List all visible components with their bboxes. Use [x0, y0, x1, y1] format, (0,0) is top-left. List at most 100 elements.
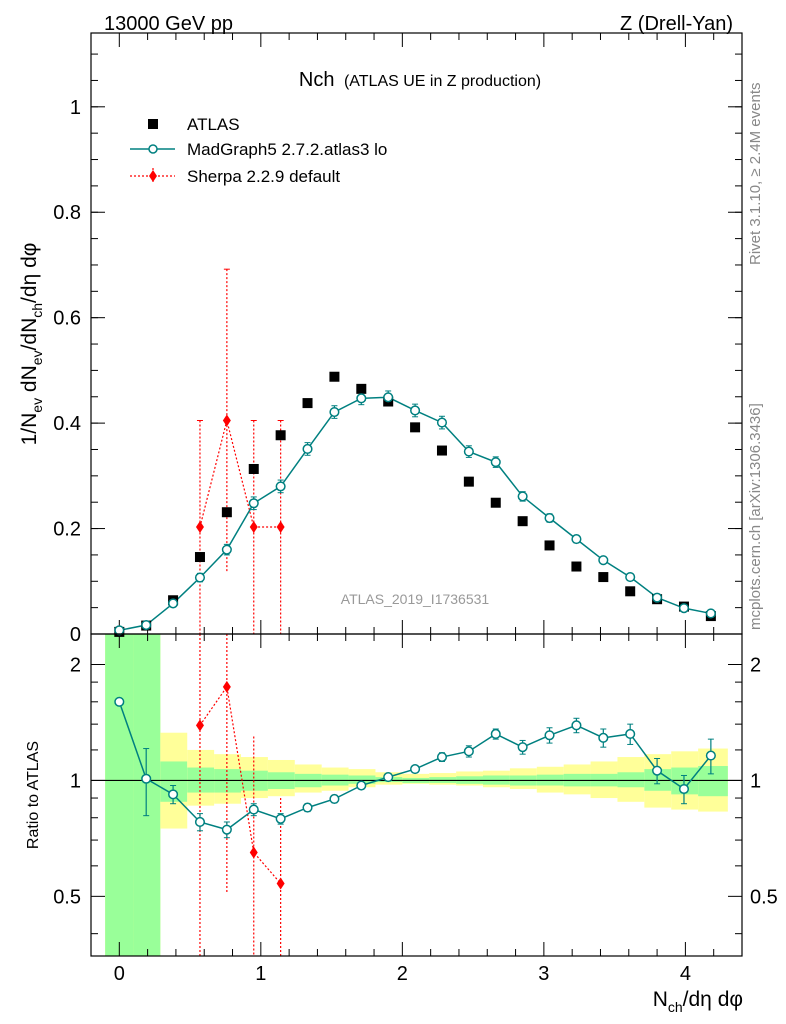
ratio-y-tick-label-right: 1 [750, 770, 761, 792]
ratio-sherpa-point [222, 680, 231, 693]
atlas-point [463, 476, 474, 487]
ratio-madgraph-point [194, 816, 206, 828]
ratio-madgraph-point [248, 804, 259, 815]
sherpa-line [199, 420, 281, 528]
analysis-watermark: ATLAS_2019_I1736531 [341, 591, 490, 607]
legend-sherpa-marker [149, 170, 157, 182]
ratio-stat-band-bin [105, 634, 134, 956]
atlas-point [436, 445, 447, 456]
madgraph-point [463, 446, 474, 457]
ratio-panel-frame [90, 633, 743, 957]
madgraph-point [141, 619, 152, 631]
ratio-madgraph-point [114, 696, 125, 707]
ratio-madgraph-point [168, 789, 179, 800]
atlas-point [571, 561, 582, 572]
ratio-y-tick-label: 2 [70, 654, 81, 676]
sherpa-point [222, 414, 231, 427]
madgraph-point [356, 393, 367, 404]
ratio-y-tick-label: 0.5 [53, 886, 81, 908]
ratio-madgraph-point [705, 750, 716, 761]
ratio-madgraph-point [275, 813, 286, 824]
x-tick-label: 0 [114, 963, 125, 985]
ratio-y-tick-label: 1 [70, 770, 81, 792]
legend-madgraph-marker [148, 144, 158, 154]
madgraph-point [194, 572, 206, 583]
madgraph-point [571, 534, 582, 545]
atlas-point [275, 430, 286, 441]
main-y-tick-label: 0.4 [53, 413, 81, 435]
svg-text:Nch/dη dφ: Nch/dη dφ [653, 988, 743, 1015]
madgraph-point [248, 498, 259, 509]
ratio-madgraph-point [463, 746, 474, 757]
ratio-madgraph-point [141, 773, 152, 784]
ratio-madgraph-point [329, 793, 340, 805]
header-process: 13000 GeV pp [104, 13, 233, 35]
legend-atlas-marker [148, 119, 158, 129]
ratio-y-tick-label-right: 0.5 [750, 886, 778, 908]
main-y-axis-label: 1/Nev dNev/dNch/dη dφ [18, 243, 45, 446]
rivet-label: Rivet 3.1.10, ≥ 2.4M events [747, 83, 764, 266]
atlas-point [598, 572, 609, 583]
x-axis-label: Nch/dη dφ [653, 988, 743, 1015]
ratio-uncertainty-bands [91, 634, 742, 956]
main-data-marks [114, 268, 716, 637]
madgraph-point [436, 417, 448, 428]
ratio-madgraph-point [490, 728, 501, 740]
ratio-madgraph-point [356, 780, 367, 791]
ratio-stat-band-bin [698, 766, 728, 797]
atlas-point [490, 497, 501, 508]
madgraph-point [383, 392, 394, 403]
madgraph-point [410, 405, 421, 416]
sherpa-point [276, 520, 285, 533]
madgraph-point [275, 481, 286, 492]
ratio-axis-ticks: 0 1 2 3 4 0.5 0.5 1 1 2 2 [53, 634, 778, 985]
mcplots-label: mcplots.cern.ch [arXiv:1306.3436] [747, 403, 764, 630]
main-y-tick-label: 0.2 [53, 519, 81, 541]
ratio-madgraph-point [221, 824, 232, 835]
madgraph-point [598, 555, 609, 566]
ratio-stat-band-bin [348, 775, 376, 784]
madgraph-point [652, 592, 663, 603]
legend-atlas-label: ATLAS [187, 115, 240, 134]
madgraph-point [114, 625, 125, 636]
legend-entry-atlas: ATLAS [148, 115, 240, 134]
atlas-point [329, 371, 340, 382]
sherpa-point [249, 520, 258, 533]
x-tick-label: 4 [680, 963, 691, 985]
main-axis-ticks: 0 0.2 0.4 0.6 0.8 1 [53, 33, 743, 646]
ratio-y-tick-label-right: 2 [750, 654, 761, 676]
legend-entry-sherpa: Sherpa 2.2.9 default [130, 167, 340, 186]
ratio-stat-band-bin [617, 772, 645, 788]
ratio-data-marks [114, 634, 716, 956]
main-y-tick-label: 0.6 [53, 308, 81, 330]
ratio-madgraph-point [571, 720, 582, 731]
atlas-point [517, 516, 528, 527]
ratio-sherpa-point [249, 846, 258, 859]
madgraph-point [302, 443, 313, 455]
plot-title-main: Nch [299, 69, 335, 91]
madgraph-point [168, 598, 179, 609]
atlas-point [356, 383, 367, 394]
ratio-madgraph-point [544, 730, 555, 741]
atlas-point [221, 507, 232, 518]
plot-title-sub: (ATLAS UE in Z production) [344, 73, 541, 90]
atlas-point [410, 422, 421, 433]
main-y-tick-label: 0.8 [53, 202, 81, 224]
x-tick-label: 2 [397, 963, 408, 985]
ratio-madgraph-point [436, 751, 448, 763]
ratio-madgraph-point [625, 728, 636, 740]
main-y-tick-label: 1 [70, 97, 81, 119]
madgraph-point [705, 608, 716, 619]
ratio-madgraph-point [410, 764, 421, 775]
plot-title: Nch (ATLAS UE in Z production) [299, 69, 541, 91]
legend-madgraph-label: MadGraph5 2.7.2.atlas3 lo [187, 140, 387, 159]
atlas-point [302, 398, 313, 409]
sherpa-point [195, 520, 204, 533]
madgraph-point [517, 491, 528, 502]
main-y-tick-label: 0 [70, 624, 81, 646]
svg-text:Nch (ATLAS UE in Z produ: Nch (ATLAS UE in Z production) [299, 69, 541, 91]
ratio-sherpa-point [195, 719, 204, 732]
madgraph-point [221, 544, 232, 555]
ratio-madgraph-point [652, 765, 663, 776]
